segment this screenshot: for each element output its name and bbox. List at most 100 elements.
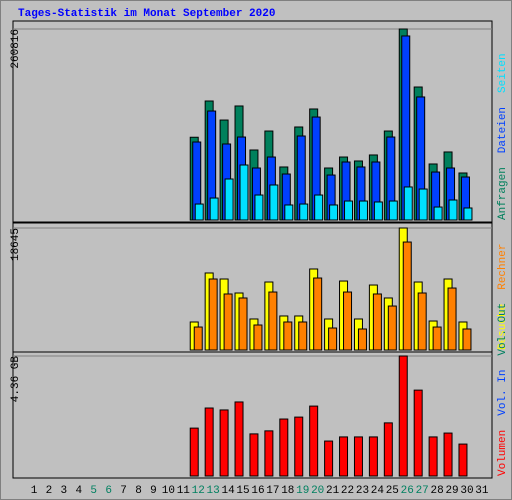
- bar: [299, 203, 309, 221]
- bar: [443, 432, 453, 477]
- x-tick-label: 31: [475, 485, 489, 497]
- bar: [268, 291, 278, 351]
- bar: [189, 427, 199, 477]
- x-tick-label: 27: [416, 485, 429, 497]
- x-tick-label: 25: [386, 485, 399, 497]
- bar: [343, 291, 353, 351]
- bar: [329, 204, 339, 221]
- bar: [368, 436, 378, 477]
- y-tick-label: 260816: [10, 29, 22, 69]
- bar: [432, 326, 442, 351]
- x-tick-label: 26: [401, 485, 414, 497]
- bar: [373, 201, 383, 221]
- bar: [383, 422, 393, 477]
- bar: [194, 203, 204, 221]
- y-tick-label: 18645: [10, 228, 22, 261]
- x-tick-label: 15: [236, 485, 249, 497]
- bar: [239, 164, 249, 221]
- x-tick-label: 7: [120, 485, 127, 497]
- legend-entry: Vol. In: [497, 370, 509, 416]
- legend-entry: Dateien: [497, 107, 509, 153]
- bar: [447, 287, 457, 351]
- legend-entry: Anfragen: [497, 167, 509, 220]
- bar: [398, 355, 408, 477]
- x-tick-label: 13: [207, 485, 220, 497]
- bar: [294, 416, 304, 477]
- legend-entry: Besuche: [497, 304, 509, 350]
- chart-title: Tages-Statistik im Monat September 2020: [18, 8, 275, 20]
- x-tick-label: 22: [341, 485, 354, 497]
- bar: [314, 194, 324, 221]
- legend-entry: Volumen: [497, 430, 509, 476]
- bar: [388, 200, 398, 221]
- x-tick-label: 2: [46, 485, 53, 497]
- x-tick-label: 5: [90, 485, 97, 497]
- y-tick-label: 4.36 GB: [10, 356, 22, 403]
- bar: [418, 188, 428, 221]
- bar: [254, 194, 264, 221]
- x-tick-label: 28: [431, 485, 444, 497]
- bar: [433, 206, 443, 221]
- legend-entry: Vol. Out: [497, 303, 509, 356]
- bar: [264, 430, 274, 477]
- bar: [309, 405, 319, 477]
- bar: [253, 324, 263, 351]
- x-tick-label: 19: [296, 485, 309, 497]
- x-tick-label: 11: [177, 485, 191, 497]
- bar: [413, 389, 423, 477]
- x-tick-label: 14: [221, 485, 235, 497]
- bar: [463, 207, 473, 221]
- x-tick-label: 24: [371, 485, 385, 497]
- x-tick-label: 1: [31, 485, 38, 497]
- bar: [209, 197, 219, 221]
- bar: [344, 200, 354, 221]
- legend-entry: Rechner: [497, 244, 509, 290]
- x-tick-label: 12: [192, 485, 205, 497]
- x-tick-label: 17: [266, 485, 279, 497]
- bar: [358, 200, 368, 221]
- x-tick-label: 3: [61, 485, 68, 497]
- bar: [357, 328, 367, 351]
- x-tick-label: 8: [135, 485, 142, 497]
- bar: [428, 436, 438, 477]
- x-tick-label: 6: [105, 485, 112, 497]
- x-tick-label: 29: [445, 485, 458, 497]
- bar: [353, 436, 363, 477]
- x-tick-label: 30: [460, 485, 473, 497]
- bar: [208, 278, 218, 351]
- bar: [372, 293, 382, 351]
- x-tick-label: 21: [326, 485, 340, 497]
- x-tick-label: 9: [150, 485, 157, 497]
- x-tick-label: 20: [311, 485, 324, 497]
- bar: [234, 401, 244, 477]
- bar: [238, 297, 248, 351]
- bar: [223, 293, 233, 351]
- bar: [219, 409, 229, 477]
- bar: [458, 443, 468, 477]
- bar: [284, 204, 294, 221]
- bar: [269, 184, 279, 221]
- bar: [204, 407, 214, 477]
- bar: [279, 418, 289, 477]
- legend-entry: Seiten: [497, 53, 509, 93]
- bar: [328, 327, 338, 351]
- bar: [387, 305, 397, 351]
- bar: [403, 186, 413, 221]
- bar: [313, 277, 323, 351]
- bar: [224, 178, 234, 221]
- bar: [417, 292, 427, 351]
- x-tick-label: 23: [356, 485, 369, 497]
- bar: [448, 199, 458, 221]
- x-tick-label: 4: [75, 485, 82, 497]
- x-tick-label: 10: [162, 485, 175, 497]
- bar: [339, 436, 349, 477]
- bar: [402, 241, 412, 351]
- x-tick-label: 18: [281, 485, 294, 497]
- bar: [193, 326, 203, 351]
- bar: [283, 321, 293, 351]
- bar: [462, 328, 472, 351]
- bar: [298, 321, 308, 351]
- bar: [249, 433, 259, 477]
- bar: [324, 440, 334, 477]
